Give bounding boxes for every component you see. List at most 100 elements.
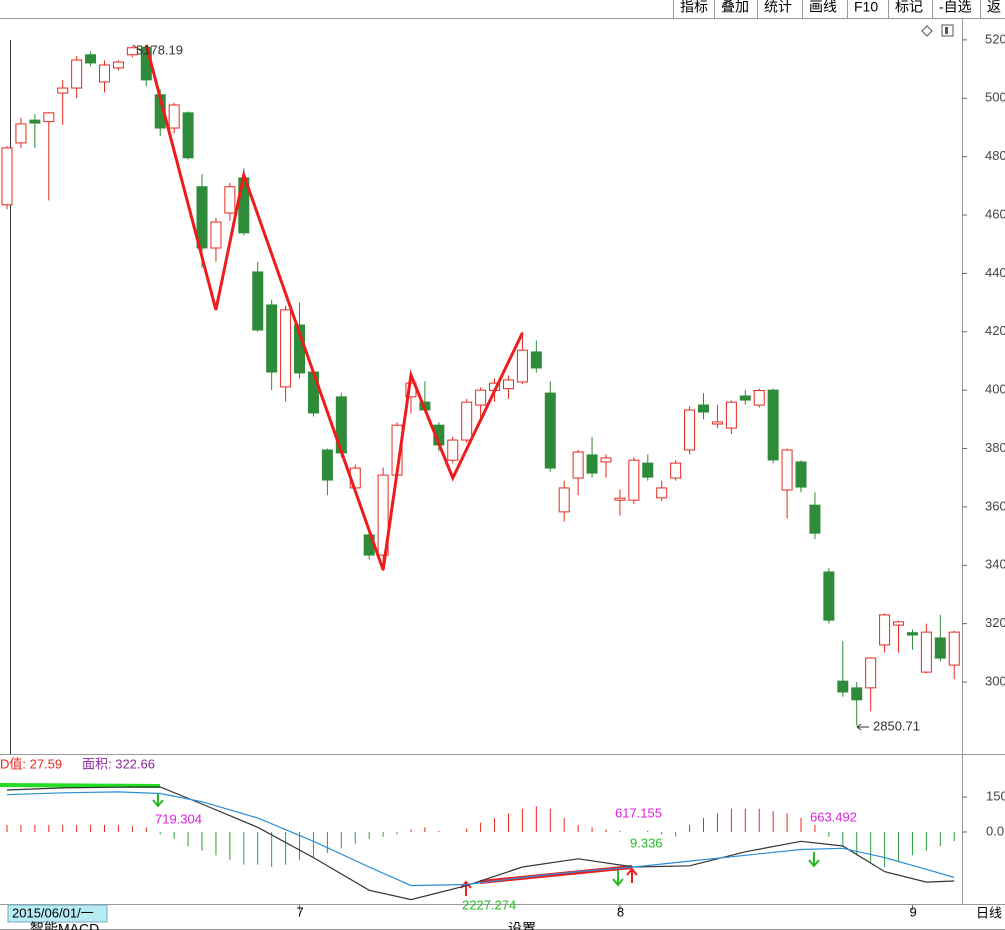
candle-body bbox=[516, 349, 528, 383]
candle-body bbox=[461, 401, 473, 441]
icon-window-part bbox=[945, 27, 948, 34]
candle-body bbox=[656, 487, 668, 499]
candle-body bbox=[502, 379, 514, 390]
candle-body bbox=[865, 657, 877, 689]
candle-body bbox=[224, 186, 236, 214]
candle-body bbox=[893, 621, 905, 626]
toolbar-button[interactable]: 返 bbox=[987, 0, 1001, 15]
candle-body bbox=[321, 449, 333, 481]
toolbar-button[interactable]: 指标 bbox=[680, 0, 708, 15]
candle-body bbox=[711, 421, 723, 425]
y-tick-label: 3200 bbox=[985, 615, 1005, 630]
candle-body bbox=[837, 680, 849, 693]
candle-body bbox=[475, 389, 487, 406]
candle-body bbox=[447, 439, 459, 461]
candle-body bbox=[948, 631, 960, 666]
candle-body bbox=[544, 392, 556, 469]
cursor-date: 2015/06/01/一 bbox=[12, 905, 94, 920]
y-tick-label: 4800 bbox=[985, 148, 1005, 163]
candle-body bbox=[168, 104, 180, 129]
signal-line bbox=[0, 783, 161, 788]
y-tick-label: 4600 bbox=[985, 206, 1005, 221]
candle-body bbox=[43, 112, 55, 123]
candle-body bbox=[642, 462, 654, 478]
icon-window[interactable] bbox=[941, 24, 954, 37]
y-tick-label: 4000 bbox=[985, 382, 1005, 397]
toolbar-button[interactable]: 标记 bbox=[895, 0, 923, 15]
tab[interactable]: 设置 bbox=[508, 921, 536, 930]
macd-annotation: 9.336 bbox=[630, 835, 663, 850]
x-tick-label: 7 bbox=[297, 904, 304, 919]
candle-body bbox=[670, 462, 682, 479]
cursor-date-box bbox=[7, 904, 108, 923]
candle-body bbox=[85, 54, 97, 64]
period-label[interactable]: 日线 bbox=[976, 905, 1002, 920]
candle-body bbox=[809, 504, 821, 534]
macd-annotation: 663.492 bbox=[810, 809, 857, 824]
toolbar-button[interactable]: F10 bbox=[854, 0, 878, 15]
candle-body bbox=[558, 487, 570, 513]
candle-body bbox=[600, 457, 612, 463]
sell-arrow bbox=[612, 870, 624, 887]
candle-body bbox=[29, 119, 41, 124]
candle-body bbox=[781, 449, 793, 491]
toolbar-button[interactable]: -自选 bbox=[939, 0, 972, 15]
candle-body bbox=[71, 59, 83, 89]
dif-label: D值: 27.59 bbox=[0, 756, 62, 771]
low-label: 2850.71 bbox=[873, 718, 920, 733]
candle-body bbox=[586, 454, 598, 474]
candle-body bbox=[266, 304, 278, 373]
macd-annotation: 617.155 bbox=[615, 805, 662, 820]
candle-body bbox=[879, 614, 891, 646]
toolbar-button[interactable]: 统计 bbox=[764, 0, 792, 15]
candle-body bbox=[614, 497, 626, 501]
candle-body bbox=[210, 221, 222, 249]
candle-body bbox=[112, 61, 124, 69]
candle-body bbox=[739, 395, 751, 401]
x-tick-label: 9 bbox=[909, 904, 916, 919]
candle-body bbox=[767, 389, 779, 461]
y-tick-label: 3000 bbox=[985, 673, 1005, 688]
candle-body bbox=[906, 632, 918, 636]
candle-body bbox=[57, 87, 69, 94]
x-tick-label: 8 bbox=[617, 904, 624, 919]
candle-body bbox=[196, 186, 208, 249]
y-tick-label: 3800 bbox=[985, 440, 1005, 455]
candle-body bbox=[572, 451, 584, 479]
candle-body bbox=[684, 409, 696, 451]
macd-line bbox=[6, 786, 955, 901]
y-tick-label: 4200 bbox=[985, 323, 1005, 338]
low-pointer bbox=[856, 723, 869, 731]
candle-body bbox=[920, 631, 932, 673]
candle-body bbox=[823, 571, 835, 621]
candle-body bbox=[725, 401, 737, 429]
candle-body bbox=[934, 637, 946, 659]
y-tick-label: 3400 bbox=[985, 557, 1005, 572]
y-tick-label: 5200 bbox=[985, 31, 1005, 46]
macd-line bbox=[6, 791, 955, 887]
tab[interactable]: 智能MACD bbox=[30, 921, 99, 930]
sell-arrow bbox=[152, 793, 164, 808]
candle-body bbox=[15, 123, 27, 144]
candle-body bbox=[280, 309, 292, 388]
high-label: 5178.19 bbox=[136, 42, 183, 57]
y-tick-label: 4400 bbox=[985, 265, 1005, 280]
candle-body bbox=[795, 461, 807, 488]
candle-body bbox=[252, 271, 264, 331]
icon-diamond[interactable] bbox=[921, 25, 933, 37]
candle-body bbox=[698, 404, 709, 413]
toolbar-button[interactable]: 叠加 bbox=[721, 0, 749, 15]
candle-body bbox=[628, 459, 640, 501]
zigzag-line bbox=[144, 44, 524, 571]
sell-arrow bbox=[808, 852, 820, 868]
arrows bbox=[152, 793, 820, 896]
y-tick-label: 5000 bbox=[985, 90, 1005, 105]
candle-body bbox=[1, 147, 13, 206]
toolbar-button[interactable]: 画线 bbox=[809, 0, 837, 15]
macd-annotation: 2227.274 bbox=[462, 897, 516, 912]
y-tick-label: 3600 bbox=[985, 498, 1005, 513]
buy-arrow bbox=[626, 867, 638, 883]
candle-body bbox=[126, 47, 138, 56]
